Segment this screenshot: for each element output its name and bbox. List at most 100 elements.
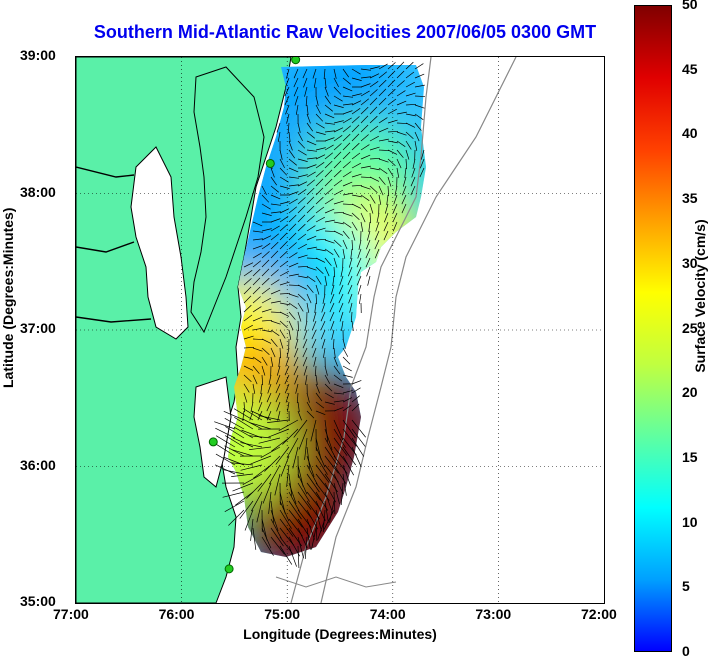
velocity-arrow bbox=[231, 473, 254, 477]
velocity-arrow bbox=[288, 262, 299, 268]
velocity-arrow bbox=[342, 428, 357, 447]
velocity-arrow bbox=[315, 154, 326, 160]
velocity-arrow bbox=[365, 257, 371, 268]
velocity-arrow bbox=[215, 427, 236, 439]
velocity-arrow bbox=[270, 509, 279, 531]
velocity-arrow bbox=[333, 221, 344, 225]
velocity-arrow bbox=[312, 311, 317, 322]
velocity-arrow bbox=[228, 509, 245, 526]
velocity-arrow bbox=[414, 113, 424, 120]
velocity-arrow bbox=[252, 268, 261, 277]
velocity-arrow bbox=[250, 455, 272, 465]
velocity-arrow bbox=[252, 316, 263, 322]
velocity-arrow bbox=[414, 104, 425, 109]
velocity-arrow bbox=[339, 311, 344, 322]
velocity-arrow bbox=[419, 158, 425, 169]
velocity-arrow bbox=[369, 89, 378, 97]
velocity-arrow bbox=[396, 70, 405, 79]
velocity-arrow bbox=[270, 233, 280, 241]
station-marker bbox=[224, 564, 234, 574]
velocity-arrow bbox=[351, 184, 362, 187]
velocity-arrow bbox=[351, 239, 354, 251]
velocity-arrow bbox=[360, 98, 370, 106]
velocity-arrow bbox=[324, 144, 334, 151]
velocity-arrow bbox=[414, 95, 426, 97]
velocity-arrow bbox=[405, 113, 416, 117]
velocity-arrow bbox=[261, 329, 272, 333]
velocity-arrow bbox=[286, 68, 290, 79]
velocity-arrow bbox=[342, 464, 351, 486]
velocity-arrow bbox=[261, 374, 264, 386]
velocity-arrow bbox=[270, 300, 281, 304]
velocity-arrow bbox=[303, 365, 308, 376]
velocity-arrow bbox=[347, 266, 353, 277]
velocity-arrow bbox=[324, 401, 335, 405]
velocity-arrow bbox=[378, 194, 382, 205]
velocity-arrow bbox=[243, 408, 263, 421]
velocity-arrow bbox=[288, 491, 300, 512]
velocity-arrow bbox=[333, 428, 346, 448]
velocity-arrow bbox=[324, 482, 336, 503]
velocity-arrow bbox=[369, 125, 379, 133]
velocity-arrow bbox=[315, 178, 324, 187]
velocity-arrow bbox=[342, 356, 351, 365]
velocity-arrow bbox=[306, 482, 321, 501]
velocity-arrow bbox=[414, 84, 425, 88]
velocity-arrow bbox=[396, 100, 407, 106]
velocity-arrow bbox=[306, 275, 316, 282]
velocity-arrow bbox=[279, 208, 290, 214]
velocity-arrow bbox=[315, 293, 318, 305]
velocity-arrow bbox=[288, 214, 297, 223]
map-canvas bbox=[76, 57, 604, 603]
velocity-arrow bbox=[297, 527, 308, 549]
velocity-arrow bbox=[297, 233, 307, 241]
velocity-arrow bbox=[338, 302, 344, 313]
velocity-arrow bbox=[324, 365, 328, 376]
velocity-arrow bbox=[258, 415, 281, 421]
velocity-arrow bbox=[270, 167, 275, 178]
velocity-arrow bbox=[284, 86, 290, 97]
velocity-arrow bbox=[342, 181, 353, 187]
velocity-arrow bbox=[250, 518, 254, 541]
velocity-arrow bbox=[342, 133, 351, 142]
velocity-arrow bbox=[378, 138, 389, 142]
velocity-arrow bbox=[261, 338, 272, 344]
velocity-arrow bbox=[277, 410, 281, 421]
velocity-arrow bbox=[315, 257, 326, 263]
velocity-arrow bbox=[288, 252, 298, 259]
velocity-arrow bbox=[306, 179, 316, 187]
velocity-arrow bbox=[252, 383, 256, 394]
velocity-arrow bbox=[405, 81, 415, 88]
velocity-arrow bbox=[360, 83, 371, 88]
velocity-arrow bbox=[276, 365, 281, 376]
velocity-arrow bbox=[342, 390, 353, 394]
velocity-arrow bbox=[333, 473, 344, 495]
velocity-arrow bbox=[342, 68, 350, 78]
velocity-arrow bbox=[333, 211, 344, 214]
velocity-arrow bbox=[396, 167, 400, 178]
velocity-arrow bbox=[351, 320, 354, 331]
velocity-arrow bbox=[360, 106, 369, 115]
velocity-arrow bbox=[333, 151, 342, 160]
velocity-arrow bbox=[297, 181, 308, 187]
velocity-arrow bbox=[302, 68, 308, 79]
velocity-arrow bbox=[262, 482, 272, 504]
velocity-arrow bbox=[270, 500, 275, 523]
colorbar-tick-label: 45 bbox=[682, 60, 698, 77]
velocity-arrow bbox=[288, 223, 297, 232]
velocity-arrow bbox=[243, 383, 250, 393]
velocity-arrow bbox=[279, 270, 289, 277]
velocity-arrow bbox=[342, 248, 346, 259]
velocity-arrow bbox=[297, 536, 304, 559]
velocity-arrow bbox=[402, 176, 407, 187]
velocity-arrow bbox=[288, 482, 297, 504]
velocity-arrow bbox=[288, 140, 293, 151]
velocity-arrow bbox=[302, 356, 308, 367]
velocity-arrow bbox=[315, 383, 320, 394]
velocity-arrow bbox=[306, 171, 316, 178]
velocity-arrow bbox=[303, 77, 308, 88]
velocity-arrow bbox=[350, 248, 353, 259]
velocity-arrow bbox=[360, 90, 370, 97]
velocity-arrow bbox=[366, 230, 371, 241]
velocity-arrow bbox=[243, 304, 252, 313]
